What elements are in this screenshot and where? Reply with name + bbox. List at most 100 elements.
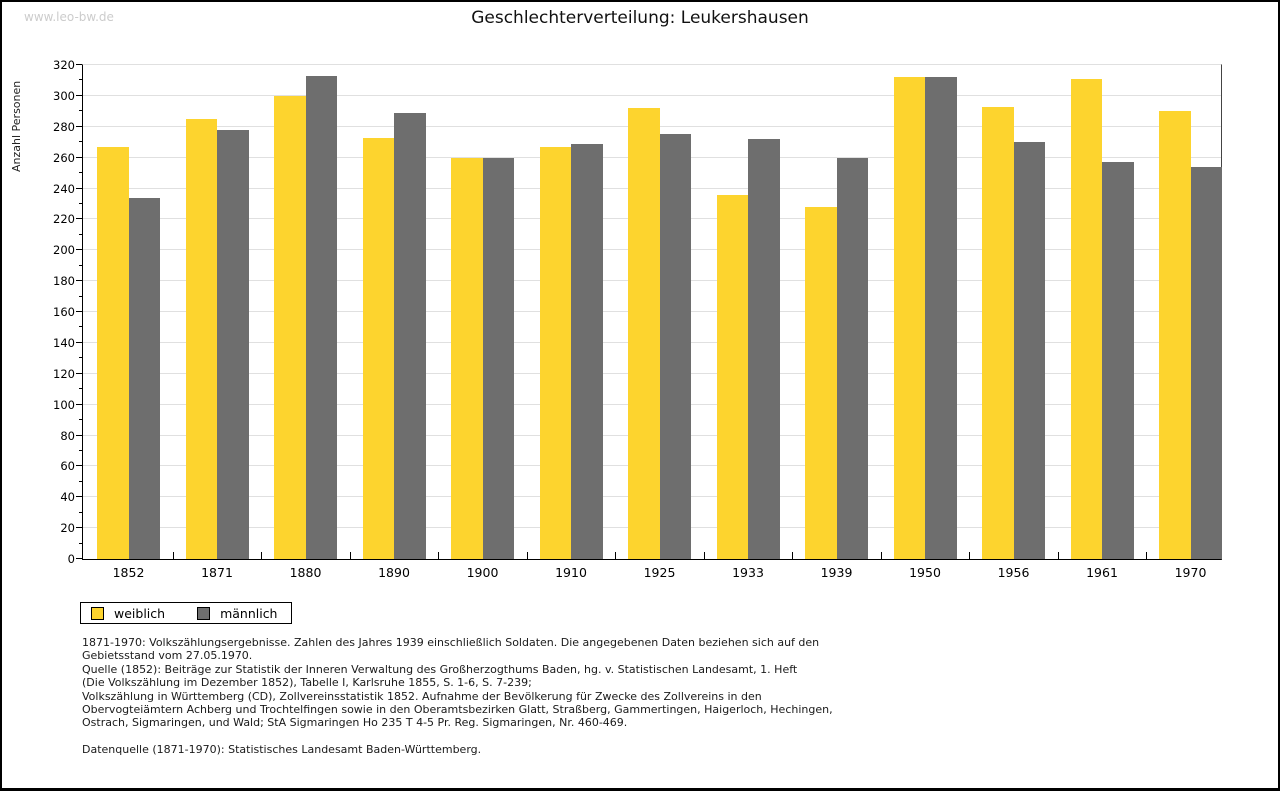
y-axis-tick-label: 260 (53, 150, 75, 165)
footer-notes: 1871-1970: Volkszählungsergebnisse. Zahl… (82, 636, 1232, 756)
y-axis-tick-label: 140 (53, 335, 75, 350)
y-axis-major-tick (76, 64, 82, 65)
bar-männlich-1900 (482, 157, 514, 559)
bar-männlich-1970 (1190, 166, 1222, 559)
y-axis-tick-label: 120 (53, 366, 75, 381)
bar-weiblich-1925 (628, 108, 660, 559)
y-axis-minor-tick (79, 295, 82, 297)
bar-weiblich-1950 (893, 77, 925, 559)
x-axis-tick-label: 1970 (1174, 565, 1207, 580)
bar-männlich-1910 (571, 143, 603, 559)
x-axis-tick-label: 1890 (378, 565, 410, 580)
plot-area: 0 20 40 60 80 100 120 140 160 180 200 220 240 260 280 3… (53, 59, 1222, 580)
footer-line: Ostrach, Sigmaringen, und Wald; StA Sigm… (82, 716, 628, 730)
bar-männlich-1852 (128, 197, 160, 559)
y-axis-major-tick (76, 156, 82, 158)
bar-männlich-1933 (748, 139, 780, 559)
y-axis-tick-label: 280 (53, 119, 75, 134)
x-axis-group-tick (880, 552, 882, 559)
x-axis-group-tick (615, 552, 617, 559)
y-axis-major-tick (76, 527, 82, 529)
x-axis-tick-label: 1900 (466, 565, 499, 580)
y-axis-minor-tick (79, 141, 82, 143)
y-axis-tick-label: 200 (53, 243, 75, 258)
legend-item-maennlich: männlich (197, 606, 277, 621)
bar-weiblich-1970 (1159, 111, 1191, 559)
footer-line: Gebietsstand vom 27.05.1970. (82, 649, 253, 663)
x-axis-group-tick (792, 552, 794, 559)
footer-line: Quelle (1852): Beiträge zur Statistik de… (82, 662, 798, 676)
bar-männlich-1880 (305, 75, 337, 559)
bar-weiblich-1871 (185, 119, 217, 559)
y-axis-minor-tick (79, 79, 82, 81)
bar-weiblich-1852 (97, 146, 129, 559)
bar-weiblich-1900 (451, 157, 483, 559)
bar-männlich-1871 (217, 129, 249, 559)
y-axis-minor-tick (79, 233, 82, 235)
x-axis-tick-label: 1880 (289, 565, 322, 580)
bar-männlich-1956 (1013, 142, 1045, 559)
y-axis-major-tick (76, 94, 82, 96)
y-axis-major-tick (76, 249, 82, 251)
legend: weiblich männlich (80, 602, 293, 624)
bar-weiblich-1956 (982, 106, 1014, 559)
x-axis-tick-label: 1956 (997, 565, 1030, 580)
bar-weiblich-1933 (716, 194, 748, 559)
footer-line: (Die Volkszählung im Dezember 1852), Tab… (82, 676, 532, 690)
y-axis-tick-label: 160 (53, 305, 75, 319)
legend-label-weiblich: weiblich (114, 605, 166, 621)
legend-swatch-maennlich (197, 606, 211, 620)
y-axis-major-tick (76, 311, 82, 312)
y-axis-tick-label: 300 (53, 88, 75, 103)
y-axis-major-tick (76, 465, 82, 467)
footer-line: Volkszählung in Württemberg (CD), Zollve… (82, 689, 762, 703)
y-axis-major-tick (76, 372, 82, 374)
x-axis-group-tick (969, 552, 971, 559)
y-axis-tick-label: 40 (60, 490, 75, 505)
y-axis-tick-label: 0 (67, 552, 75, 566)
gridline (83, 64, 1221, 65)
y-axis-tick-label: 20 (60, 521, 75, 536)
x-axis-group-tick (438, 552, 440, 559)
y-axis-major-tick (76, 218, 82, 220)
bar-männlich-1950 (925, 77, 957, 559)
x-axis-group-tick (349, 552, 351, 559)
bar-männlich-1939 (836, 157, 868, 559)
y-axis-minor-tick (79, 110, 82, 112)
y-axis-minor-tick (79, 388, 82, 390)
watermark: www.leo-bw.de (24, 10, 114, 24)
y-axis-minor-tick (79, 419, 82, 421)
y-axis-major-tick (76, 496, 82, 498)
y-axis-minor-tick (79, 172, 82, 174)
y-axis-major-tick (76, 280, 82, 282)
x-axis-tick-label: 1925 (643, 565, 676, 580)
y-axis-tick-label: 320 (53, 58, 75, 72)
legend-swatch-weiblich (91, 606, 104, 620)
bar-weiblich-1961 (1070, 78, 1102, 559)
y-axis-minor-tick (79, 449, 82, 451)
y-axis-tick-label: 80 (60, 428, 75, 443)
x-axis-group-tick (526, 552, 528, 559)
y-axis-tick-label: 180 (53, 274, 75, 289)
y-axis-major-tick (76, 341, 82, 343)
bar-männlich-1961 (1102, 162, 1134, 559)
bar-weiblich-1890 (362, 137, 394, 559)
footer-line: Obervogteiämtern Achberg und Trochtelfin… (82, 703, 833, 717)
x-axis-tick-label: 1939 (820, 565, 853, 580)
bar-weiblich-1910 (539, 146, 571, 559)
y-axis-minor-tick (79, 480, 82, 482)
y-axis-major-tick (76, 558, 82, 559)
x-axis-group-tick (172, 552, 174, 559)
x-axis-tick-label: 1950 (909, 565, 941, 580)
x-axis-tick-label: 1871 (201, 565, 233, 580)
x-axis-group-tick (261, 552, 263, 559)
y-axis-tick-label: 220 (53, 212, 75, 227)
page-title: Geschlechterverteilung: Leukershausen (471, 8, 809, 28)
y-axis-minor-tick (79, 264, 82, 266)
y-axis-minor-tick (79, 357, 82, 359)
y-axis-minor-tick (79, 542, 82, 544)
bar-männlich-1925 (659, 134, 691, 559)
y-axis-tick-label: 100 (53, 397, 75, 412)
bar-weiblich-1939 (805, 207, 837, 559)
